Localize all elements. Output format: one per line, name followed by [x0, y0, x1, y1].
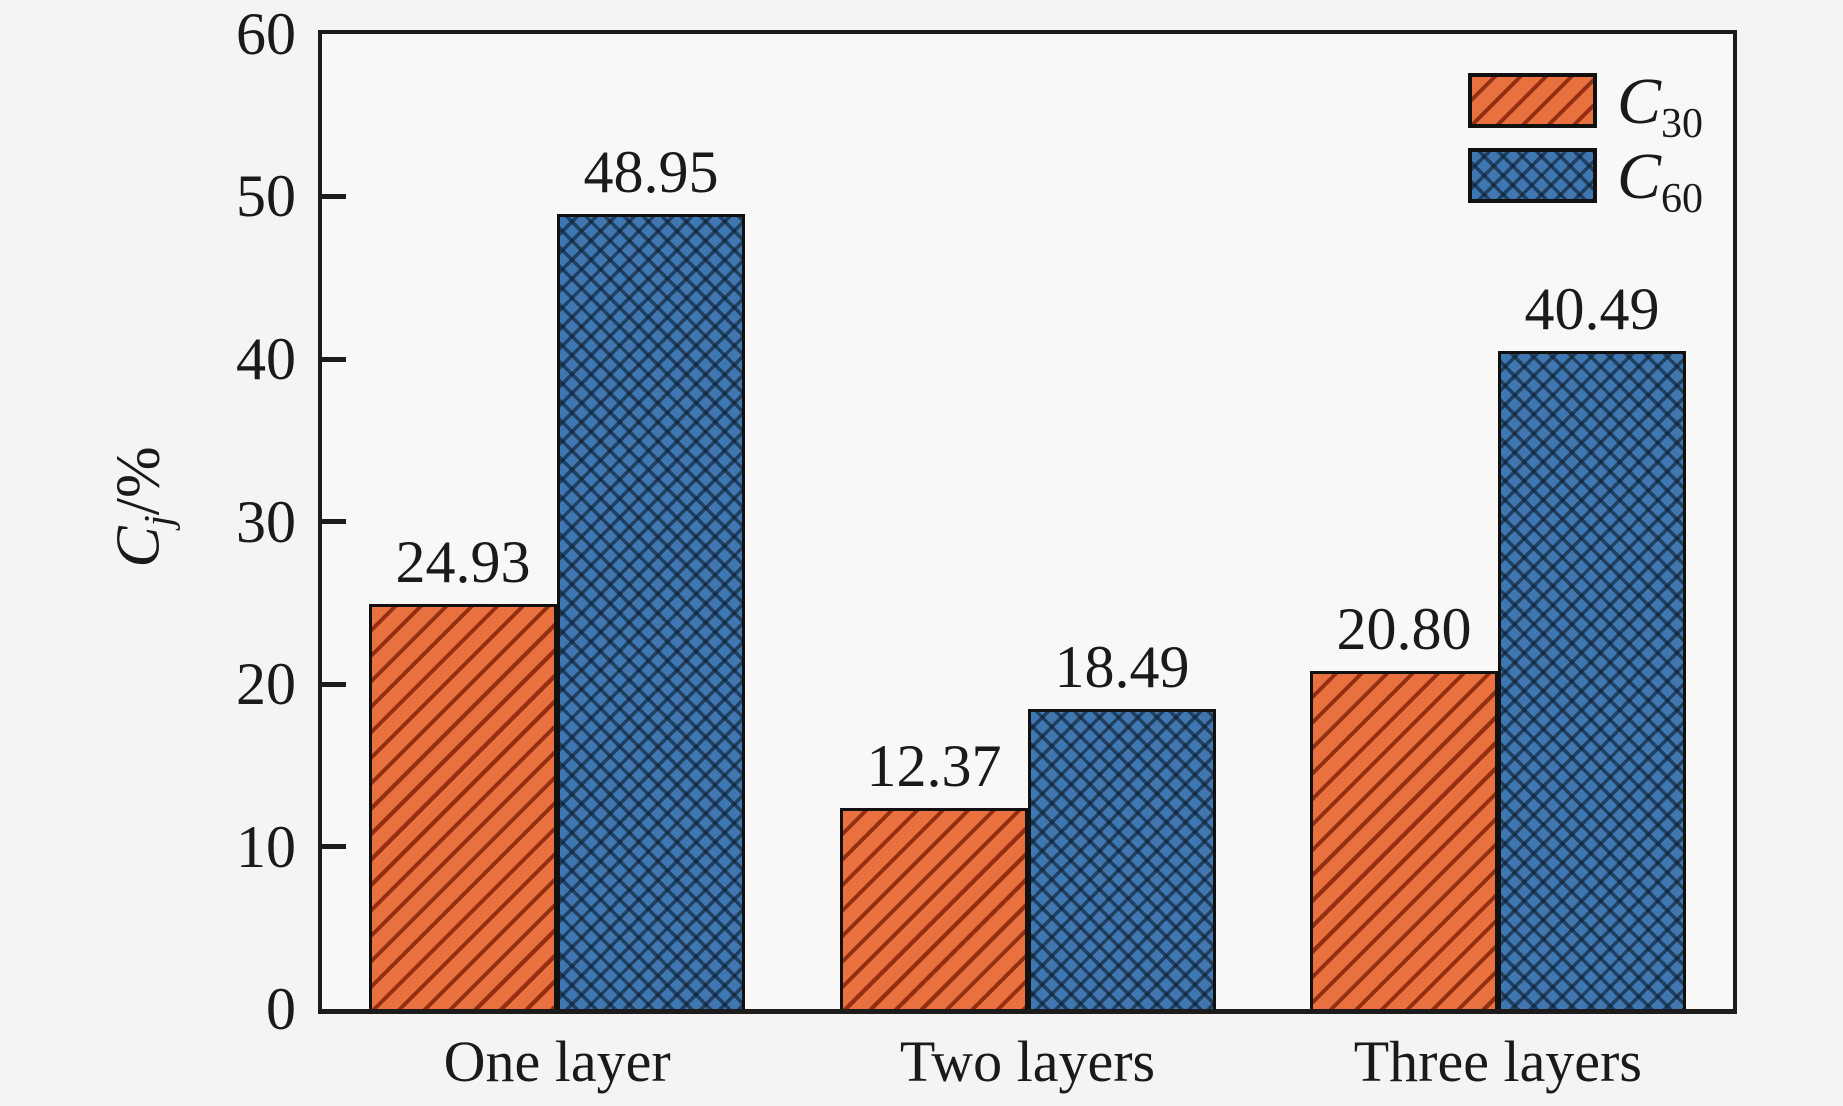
- bar-C60-one-layer: [557, 214, 745, 1009]
- bar-value-label: 20.80: [1336, 596, 1472, 662]
- y-tick-50: [322, 194, 346, 199]
- y-tick-30: [322, 519, 346, 524]
- bar-value-label: 48.95: [583, 139, 719, 205]
- bar-value-label: 24.93: [395, 529, 531, 595]
- legend-entry-C60: C60: [1468, 140, 1704, 223]
- bar-C30-one-layer: [369, 604, 557, 1009]
- legend-label-C60: C60: [1617, 140, 1704, 223]
- bar-value-label: 12.37: [866, 733, 1002, 799]
- category-label-0: One layer: [443, 1029, 671, 1094]
- legend-swatch-C60: [1468, 148, 1597, 203]
- y-tick-20: [322, 682, 346, 687]
- bar-value-label: 40.49: [1524, 276, 1660, 342]
- y-tick-label-30: 30: [236, 489, 296, 555]
- bar-C60-three-layers: [1498, 351, 1686, 1009]
- legend-entry-C30: C30: [1468, 65, 1704, 148]
- category-label-1: Two layers: [899, 1029, 1156, 1094]
- bar-value-label: 18.49: [1054, 634, 1190, 700]
- y-tick-label-40: 40: [236, 326, 296, 392]
- legend-label-C30: C30: [1617, 65, 1704, 148]
- bar-C30-two-layers: [840, 808, 1028, 1009]
- y-tick-label-10: 10: [236, 814, 296, 880]
- bar-C60-two-layers: [1028, 709, 1216, 1009]
- y-tick-label-50: 50: [236, 163, 296, 229]
- y-tick-label-20: 20: [236, 651, 296, 717]
- category-label-2: Three layers: [1353, 1029, 1642, 1094]
- y-tick-40: [322, 357, 346, 362]
- legend-swatch-C30: [1468, 73, 1597, 128]
- y-tick-10: [322, 844, 346, 849]
- bar-C30-three-layers: [1310, 671, 1498, 1009]
- y-tick-label-0: 0: [266, 976, 296, 1042]
- y-tick-label-60: 60: [236, 1, 296, 67]
